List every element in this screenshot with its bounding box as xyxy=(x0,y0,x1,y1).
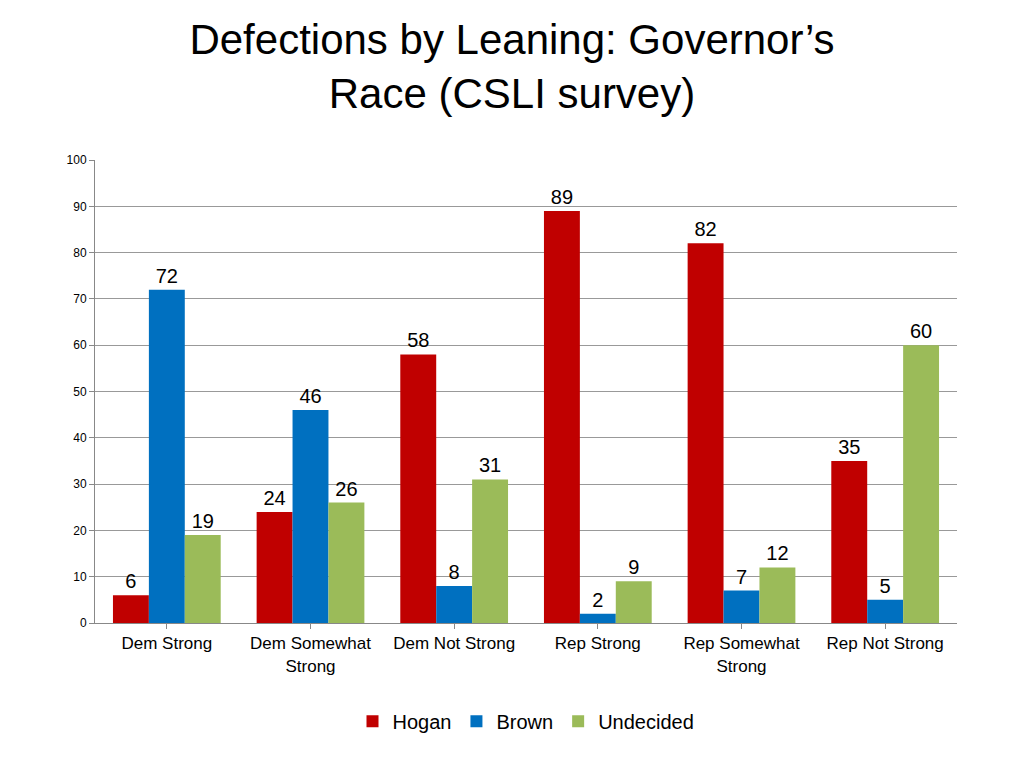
svg-text:Dem Strong: Dem Strong xyxy=(121,634,212,653)
svg-text:30: 30 xyxy=(73,477,87,491)
svg-text:9: 9 xyxy=(628,556,639,578)
svg-text:Rep Strong: Rep Strong xyxy=(555,634,641,653)
svg-text:5: 5 xyxy=(880,575,891,597)
svg-text:60: 60 xyxy=(910,320,932,342)
svg-text:7: 7 xyxy=(736,566,747,588)
svg-text:72: 72 xyxy=(156,265,178,287)
svg-text:20: 20 xyxy=(73,524,87,538)
svg-text:19: 19 xyxy=(192,510,214,532)
svg-text:70: 70 xyxy=(73,292,87,306)
svg-text:24: 24 xyxy=(263,487,285,509)
svg-text:Dem Not Strong: Dem Not Strong xyxy=(393,634,515,653)
svg-text:35: 35 xyxy=(838,436,860,458)
svg-text:Dem SomewhatStrong: Dem SomewhatStrong xyxy=(250,634,371,675)
svg-text:60: 60 xyxy=(73,338,87,352)
svg-text:Undecided: Undecided xyxy=(598,711,694,733)
svg-text:58: 58 xyxy=(407,329,429,351)
svg-text:50: 50 xyxy=(73,385,87,399)
svg-text:80: 80 xyxy=(73,246,87,260)
svg-text:10: 10 xyxy=(73,570,87,584)
svg-text:2: 2 xyxy=(592,589,603,611)
svg-text:Hogan: Hogan xyxy=(393,711,452,733)
svg-text:40: 40 xyxy=(73,431,87,445)
svg-text:0: 0 xyxy=(80,616,87,630)
svg-text:Brown: Brown xyxy=(496,711,553,733)
svg-text:89: 89 xyxy=(551,186,573,208)
svg-text:100: 100 xyxy=(67,153,87,167)
svg-text:90: 90 xyxy=(73,200,87,214)
svg-text:46: 46 xyxy=(299,385,321,407)
svg-text:Defections by Leaning: Governo: Defections by Leaning: Governor’sRace (C… xyxy=(189,16,834,118)
svg-text:31: 31 xyxy=(479,454,501,476)
svg-text:12: 12 xyxy=(766,542,788,564)
svg-text:8: 8 xyxy=(449,561,460,583)
svg-text:6: 6 xyxy=(125,570,136,592)
svg-text:Rep SomewhatStrong: Rep SomewhatStrong xyxy=(683,634,800,675)
svg-text:82: 82 xyxy=(694,218,716,240)
svg-text:Rep Not Strong: Rep Not Strong xyxy=(827,634,944,653)
svg-text:26: 26 xyxy=(335,478,357,500)
